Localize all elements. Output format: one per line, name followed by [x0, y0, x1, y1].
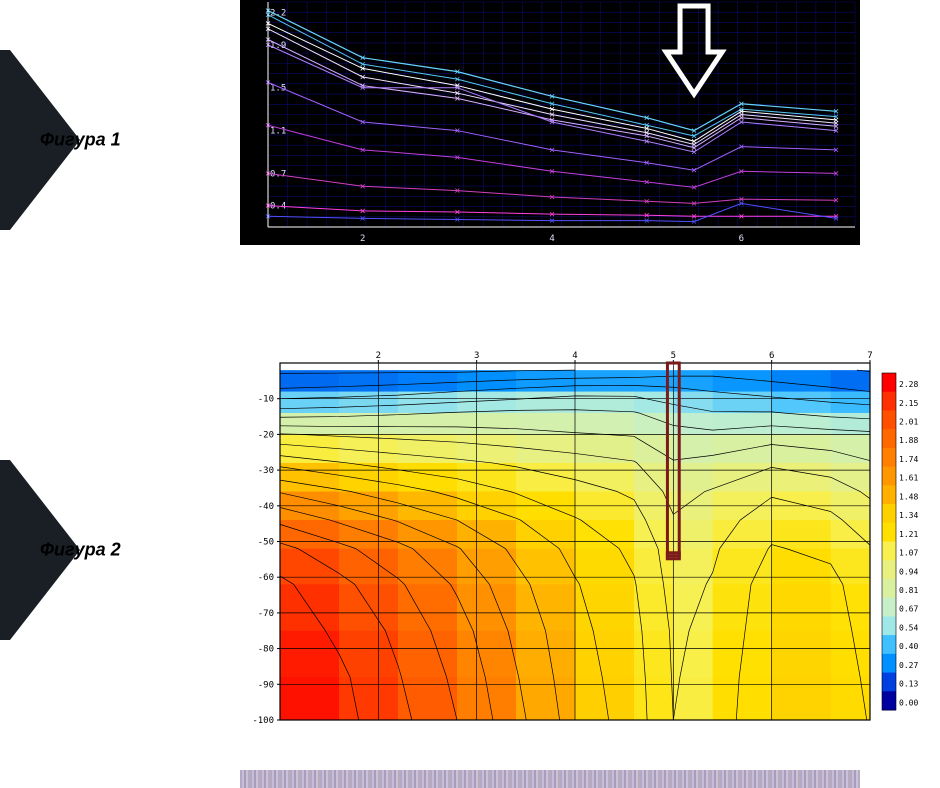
svg-text:0.54: 0.54: [899, 623, 918, 632]
svg-text:-30: -30: [258, 466, 274, 476]
line-chart-svg: 0.40.71.11.51.92.2246: [240, 0, 860, 245]
svg-text:1.48: 1.48: [899, 492, 918, 501]
svg-text:1.34: 1.34: [899, 511, 918, 520]
svg-text:0.00: 0.00: [899, 698, 918, 707]
figure2-label: Фигура 2: [40, 540, 121, 561]
svg-text:2: 2: [360, 234, 365, 244]
svg-text:1.88: 1.88: [899, 436, 918, 445]
svg-text:0.94: 0.94: [899, 567, 918, 576]
svg-text:1.61: 1.61: [899, 474, 918, 483]
heatmap-chart: 2 3 4 5 6 7 -10 -20 -30 -40 -50 -60 -70 -80 -90 -100 2.2…: [240, 345, 940, 725]
svg-text:2.28: 2.28: [899, 380, 918, 389]
noise-strip: [240, 770, 860, 788]
figure1-label: Фигура 1: [40, 130, 121, 151]
figure2-label-block: Фигура 2: [0, 460, 220, 640]
svg-text:2.01: 2.01: [899, 417, 918, 426]
svg-text:5: 5: [671, 351, 676, 361]
svg-text:-90: -90: [258, 680, 274, 690]
svg-text:-50: -50: [258, 538, 274, 548]
svg-text:-40: -40: [258, 502, 274, 512]
svg-text:-80: -80: [258, 645, 274, 655]
svg-text:1.21: 1.21: [899, 530, 918, 539]
svg-text:-10: -10: [258, 395, 274, 405]
svg-text:-100: -100: [252, 716, 274, 725]
svg-text:6: 6: [769, 351, 774, 361]
svg-text:1.07: 1.07: [899, 549, 918, 558]
svg-text:-70: -70: [258, 609, 274, 619]
svg-text:2.15: 2.15: [899, 399, 918, 408]
svg-text:1.74: 1.74: [899, 455, 918, 464]
svg-text:6: 6: [739, 234, 744, 244]
svg-text:7: 7: [867, 351, 872, 361]
svg-text:-60: -60: [258, 573, 274, 583]
svg-text:4: 4: [549, 234, 554, 244]
svg-text:3: 3: [474, 351, 479, 361]
svg-text:0.67: 0.67: [899, 605, 918, 614]
figure1-label-block: Фигура 1: [0, 50, 220, 230]
svg-text:0.40: 0.40: [899, 642, 918, 651]
heatmap-chart-svg: 2 3 4 5 6 7 -10 -20 -30 -40 -50 -60 -70 -80 -90 -100 2.2…: [240, 345, 940, 725]
svg-text:2: 2: [376, 351, 381, 361]
svg-text:0.27: 0.27: [899, 661, 918, 670]
line-chart: 0.40.71.11.51.92.2246: [240, 0, 860, 245]
svg-text:-20: -20: [258, 430, 274, 440]
svg-text:0.81: 0.81: [899, 586, 918, 595]
svg-text:0.13: 0.13: [899, 680, 918, 689]
svg-text:4: 4: [572, 351, 577, 361]
